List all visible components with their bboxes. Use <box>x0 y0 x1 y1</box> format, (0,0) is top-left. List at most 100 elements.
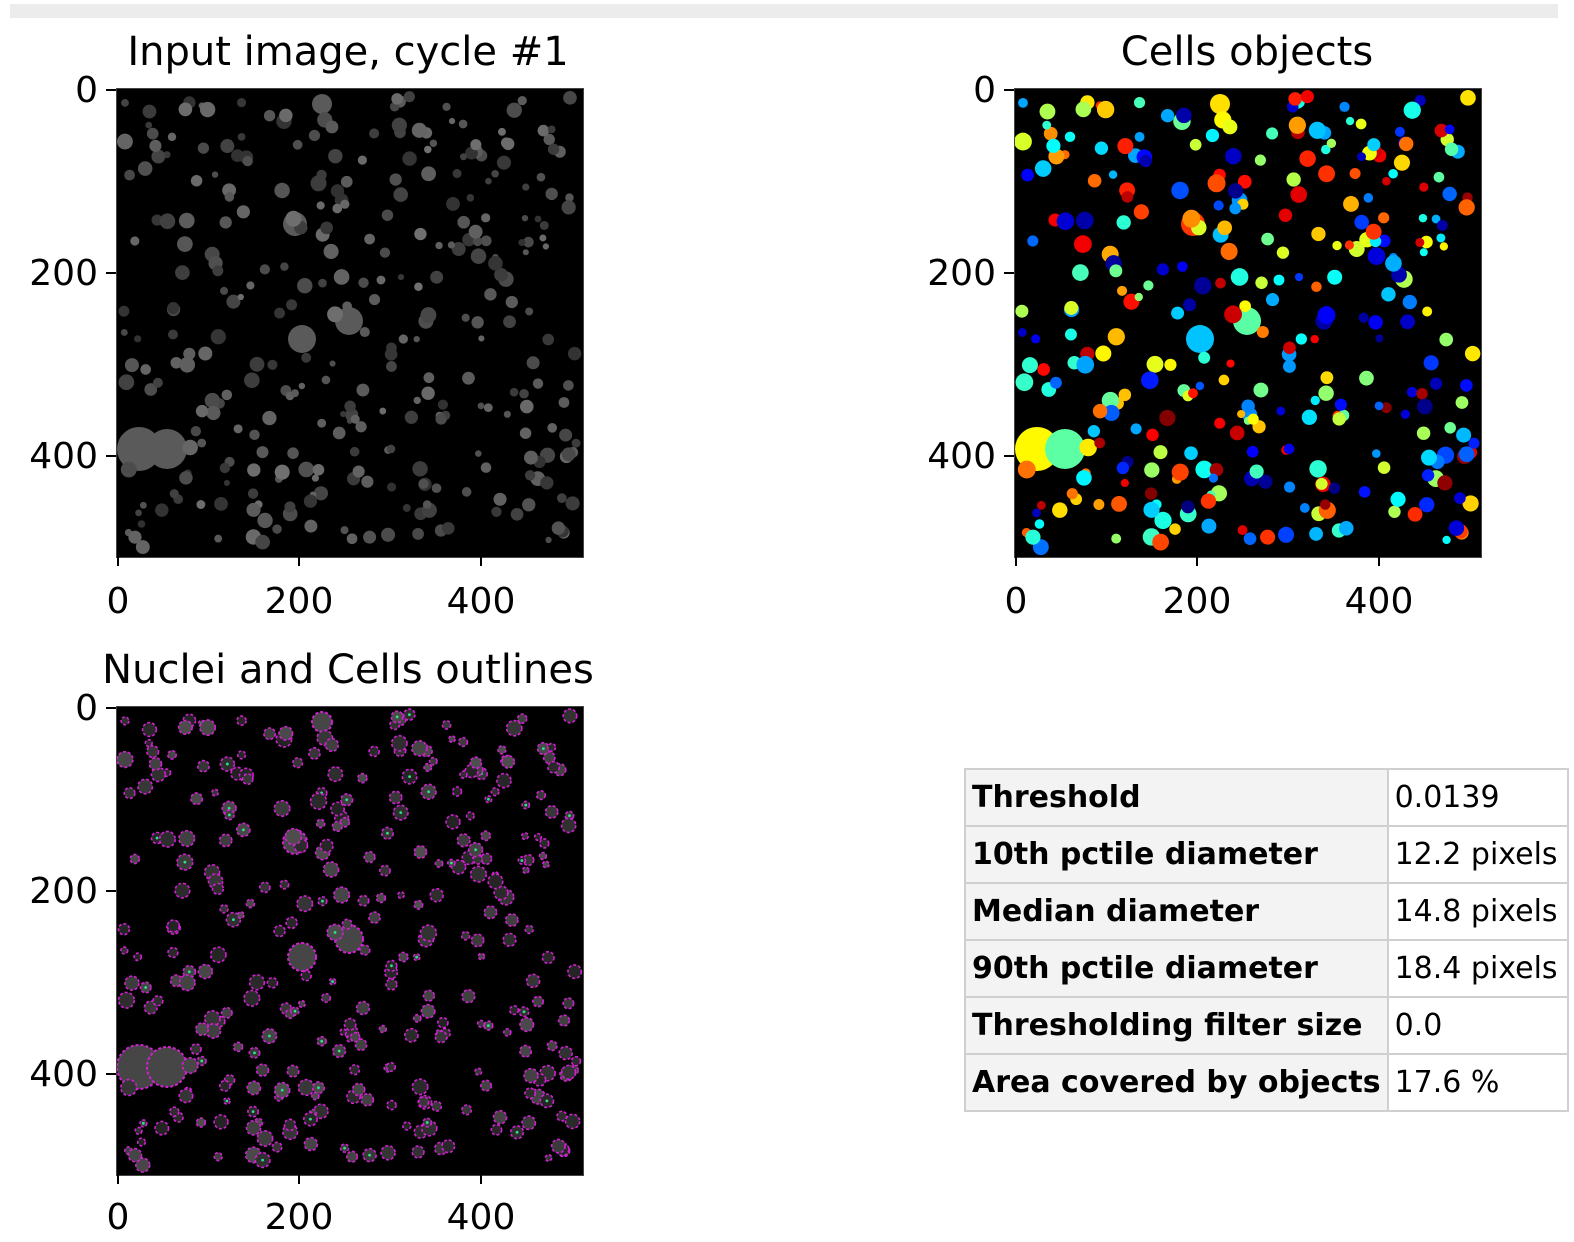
ytick-mark <box>1004 455 1014 457</box>
cell-object <box>1159 409 1176 427</box>
cell-outline <box>410 739 428 757</box>
cell-outline <box>117 922 131 936</box>
cell-outline <box>324 737 340 753</box>
cell-outline <box>411 1078 429 1096</box>
cell-blob <box>349 446 360 457</box>
cell-object <box>1214 417 1226 429</box>
cell-blob <box>145 121 153 129</box>
cell-outline <box>278 725 294 741</box>
cell-blob <box>267 359 278 370</box>
cell-blob <box>547 143 560 155</box>
nucleus-outline <box>155 836 159 840</box>
cell-blob <box>488 256 503 271</box>
cell-outline <box>255 1063 270 1077</box>
nucleus-outline <box>241 828 245 832</box>
cell-blob <box>519 388 529 399</box>
table-row[interactable]: Area covered by objects 17.6 % <box>964 1053 1569 1112</box>
cell-outline <box>497 745 507 755</box>
xtick-mark <box>1196 556 1198 566</box>
nucleus-outline <box>337 1049 341 1053</box>
table-row[interactable]: Median diameter 14.8 pixels <box>964 882 1569 941</box>
cell-outline <box>330 801 345 817</box>
cell-object <box>1444 142 1459 156</box>
cell-blob <box>389 173 402 186</box>
nucleus-outline <box>522 1010 526 1014</box>
cell-outline <box>413 899 424 910</box>
cell-blob <box>359 326 370 338</box>
cell-outline <box>167 946 179 959</box>
cell-object <box>1200 493 1217 509</box>
cell-blob <box>237 132 246 141</box>
table-row[interactable]: Threshold 0.0139 <box>964 768 1569 827</box>
cell-outline <box>378 1024 388 1034</box>
cell-object <box>1416 398 1433 415</box>
cell-outline <box>241 773 254 786</box>
cell-blob <box>340 175 353 188</box>
xtick-mark <box>298 1174 300 1184</box>
cell-object <box>1310 334 1319 344</box>
cell-blob <box>468 224 483 239</box>
nucleus-outline <box>280 1088 284 1092</box>
cell-object <box>1419 182 1429 192</box>
cell-object <box>1332 412 1346 426</box>
nucleus-outline <box>333 930 337 934</box>
cell-object <box>1177 261 1188 272</box>
cell-blob <box>418 478 429 489</box>
nucleus-outline <box>320 1039 324 1043</box>
cell-outline <box>402 1121 412 1131</box>
cell-blob <box>301 352 312 363</box>
outlines-image[interactable] <box>116 706 584 1176</box>
cell-blob <box>379 407 387 415</box>
cell-object <box>1390 491 1406 507</box>
cell-blob <box>472 236 483 247</box>
cells-objects-image[interactable] <box>1014 88 1482 558</box>
cell-outline <box>296 895 314 913</box>
cell-blob <box>135 540 150 555</box>
cell-object <box>1407 506 1423 522</box>
cell-object <box>1118 388 1132 402</box>
cell-blob <box>247 463 261 477</box>
cell-outline <box>148 757 163 771</box>
ytick-mark <box>106 272 116 274</box>
cell-object <box>1064 131 1076 143</box>
cell-object <box>1116 215 1131 230</box>
cell-blob <box>167 302 180 314</box>
input-image[interactable] <box>116 88 584 558</box>
cell-outline <box>508 1005 520 1016</box>
cell-outline <box>134 1126 143 1136</box>
cell-outline <box>419 924 438 942</box>
cell-outline <box>124 975 140 991</box>
cell-outline <box>385 978 398 991</box>
cell-object <box>1103 404 1120 422</box>
cell-outline <box>283 1118 297 1132</box>
cell-outline <box>178 829 196 848</box>
cell-blob <box>525 307 534 316</box>
cell-outline <box>441 1139 456 1154</box>
cell-object <box>1034 160 1052 177</box>
cell-outline <box>474 1067 483 1076</box>
cell-object <box>1258 474 1273 489</box>
cell-object <box>1455 396 1469 409</box>
cell-outline <box>243 989 261 1007</box>
cell-outline <box>120 716 130 726</box>
cell-object <box>1266 127 1279 140</box>
nucleus-outline <box>225 762 229 766</box>
cell-outline <box>358 944 371 956</box>
cell-object <box>1458 199 1475 216</box>
table-row[interactable]: Thresholding filter size 0.0 <box>964 996 1569 1055</box>
cell-blob <box>167 132 177 142</box>
cell-object <box>1393 154 1411 171</box>
cell-object <box>1448 520 1465 536</box>
cell-blob <box>355 421 367 433</box>
stat-name: Thresholding filter size <box>964 996 1389 1055</box>
cell-blob <box>220 139 235 154</box>
ytick-mark <box>106 1073 116 1075</box>
table-row[interactable]: 10th pctile diameter 12.2 pixels <box>964 825 1569 884</box>
cell-object <box>1146 428 1159 442</box>
cell-outline <box>363 850 376 864</box>
cell-outline <box>523 1067 539 1084</box>
cell-blob <box>402 504 411 512</box>
table-row[interactable]: 90th pctile diameter 18.4 pixels <box>964 939 1569 998</box>
cell-blob <box>219 216 232 229</box>
cell-outline <box>236 750 247 760</box>
